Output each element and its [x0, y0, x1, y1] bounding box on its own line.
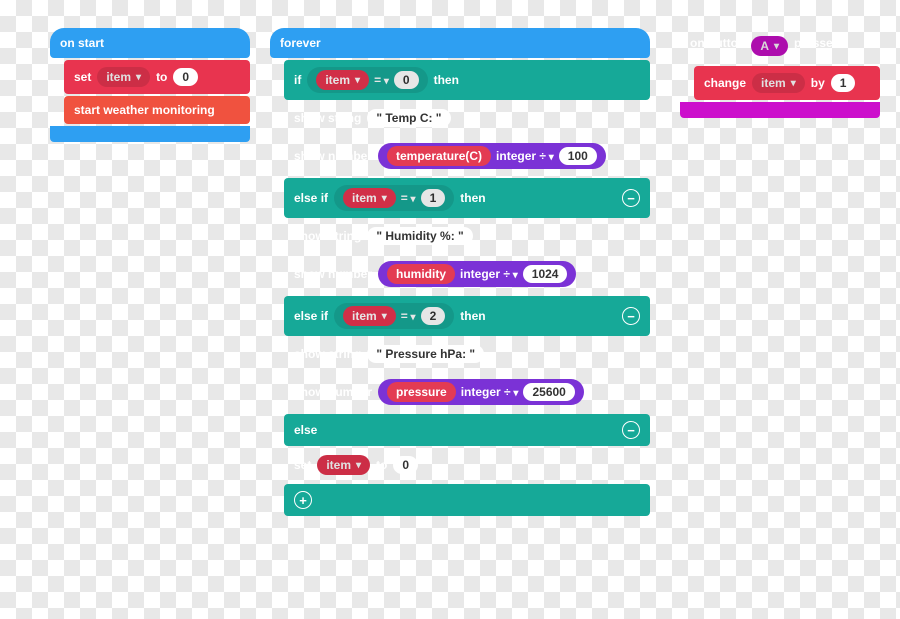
kw-change: change	[704, 76, 746, 90]
op-dropdown[interactable]: integer ÷	[460, 267, 518, 281]
kw-show-number: show number	[294, 267, 372, 281]
kw-elseif: else if	[294, 309, 328, 323]
kw-if: if	[294, 73, 301, 87]
elseif-2-row[interactable]: else if item = 2 then −	[284, 296, 650, 336]
minus-icon[interactable]: −	[622, 307, 640, 325]
set-item-else[interactable]: set item to 0	[284, 448, 650, 482]
onstart-hat[interactable]: on start	[50, 28, 250, 58]
show-number-3[interactable]: show number pressure integer ÷ 25600	[284, 372, 650, 412]
else-row[interactable]: else −	[284, 414, 650, 446]
cond-op[interactable]: =	[401, 309, 416, 323]
kw-then: then	[460, 191, 485, 205]
string-input[interactable]: " Humidity %: "	[367, 227, 472, 245]
kw-else: else	[294, 423, 317, 437]
onstart-cap	[50, 126, 250, 142]
show-string-2[interactable]: show string " Humidity %: "	[284, 220, 650, 252]
var-dropdown[interactable]: item	[97, 67, 150, 87]
cond-var[interactable]: item	[316, 70, 369, 90]
plus-icon[interactable]: +	[294, 491, 312, 509]
onbutton-hat[interactable]: on button A pressed	[680, 28, 880, 64]
cond-val[interactable]: 2	[421, 307, 446, 325]
forever-hat[interactable]: forever	[270, 28, 650, 58]
kw-show-number: show number	[294, 149, 372, 163]
cond-op[interactable]: =	[374, 73, 389, 87]
kw-show-number: show number	[294, 385, 372, 399]
cond-var[interactable]: item	[343, 188, 396, 208]
num-input[interactable]: 1024	[523, 265, 568, 283]
value-input[interactable]: 0	[173, 68, 198, 86]
value-input[interactable]: 1	[831, 74, 856, 92]
hat-p2: pressed	[794, 36, 840, 56]
math-pill[interactable]: temperature(C) integer ÷ 100	[378, 143, 606, 169]
kw-then: then	[434, 73, 459, 87]
if-cond[interactable]: item = 0	[307, 67, 427, 93]
elif2-cond[interactable]: item = 2	[334, 303, 454, 329]
cond-var[interactable]: item	[343, 306, 396, 326]
elif1-cond[interactable]: item = 1	[334, 185, 454, 211]
var-dropdown[interactable]: item	[317, 455, 370, 475]
cond-val[interactable]: 0	[394, 71, 419, 89]
string-input[interactable]: " Pressure hPa: "	[367, 345, 484, 363]
onbutton-cap	[680, 102, 880, 118]
var-dropdown[interactable]: item	[752, 73, 805, 93]
kw-show-string: show string	[294, 229, 361, 243]
string-input[interactable]: " Temp C: "	[367, 109, 450, 127]
if-end-row[interactable]: +	[284, 484, 650, 516]
kw-to: to	[376, 458, 387, 472]
forever-stack[interactable]: forever if item = 0 then show string " T…	[270, 28, 650, 534]
kw-elseif: else if	[294, 191, 328, 205]
if-row[interactable]: if item = 0 then	[284, 60, 650, 100]
cond-val[interactable]: 1	[421, 189, 446, 207]
show-string-3[interactable]: show string " Pressure hPa: "	[284, 338, 650, 370]
kw-set: set	[74, 70, 91, 84]
minus-icon[interactable]: −	[622, 189, 640, 207]
minus-icon[interactable]: −	[622, 421, 640, 439]
onstart-stack[interactable]: on start set item to 0 start weather mon…	[50, 28, 250, 142]
sensor-humidity[interactable]: humidity	[387, 264, 455, 284]
sensor-temperature[interactable]: temperature(C)	[387, 146, 491, 166]
kw-to: to	[156, 70, 167, 84]
op-dropdown[interactable]: integer ÷	[461, 385, 519, 399]
show-string-1[interactable]: show string " Temp C: "	[284, 102, 650, 134]
forever-cap	[270, 518, 380, 534]
math-pill[interactable]: humidity integer ÷ 1024	[378, 261, 576, 287]
hat-p1: on button	[690, 36, 745, 56]
kw-set: set	[294, 458, 311, 472]
op-dropdown[interactable]: integer ÷	[496, 149, 554, 163]
kw-then: then	[460, 309, 485, 323]
show-number-1[interactable]: show number temperature(C) integer ÷ 100	[284, 136, 650, 176]
kw-by: by	[811, 76, 825, 90]
onbutton-stack[interactable]: on button A pressed change item by 1	[680, 28, 880, 118]
num-input[interactable]: 100	[559, 147, 597, 165]
sensor-pressure[interactable]: pressure	[387, 382, 456, 402]
value-input[interactable]: 0	[393, 456, 418, 474]
set-item-block[interactable]: set item to 0	[64, 60, 250, 94]
button-dropdown[interactable]: A	[751, 36, 788, 56]
num-input[interactable]: 25600	[523, 383, 574, 401]
math-pill[interactable]: pressure integer ÷ 25600	[378, 379, 584, 405]
kw-show-string: show string	[294, 111, 361, 125]
elseif-1-row[interactable]: else if item = 1 then −	[284, 178, 650, 218]
kw-show-string: show string	[294, 347, 361, 361]
show-number-2[interactable]: show number humidity integer ÷ 1024	[284, 254, 650, 294]
change-item-block[interactable]: change item by 1	[694, 66, 880, 100]
start-weather-block[interactable]: start weather monitoring	[64, 96, 250, 124]
cond-op[interactable]: =	[401, 191, 416, 205]
